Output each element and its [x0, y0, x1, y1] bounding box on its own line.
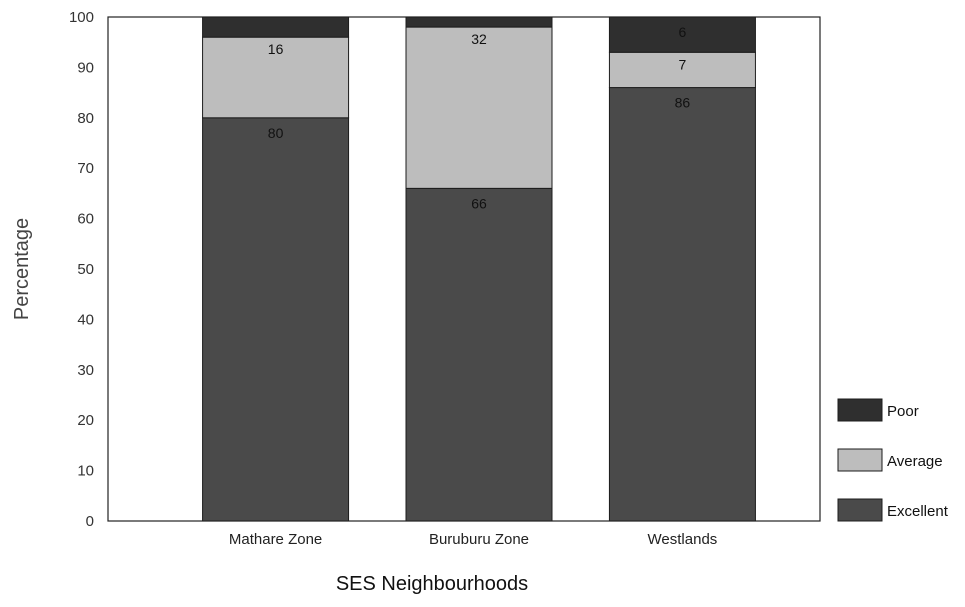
- data-label: 66: [471, 195, 487, 211]
- y-tick-label: 20: [77, 412, 94, 429]
- legend-swatch-poor: [837, 398, 883, 422]
- bar-segment-excellent: [608, 87, 756, 522]
- data-label: 6: [679, 24, 687, 40]
- data-labels: 80 16 66 32 86 7 6: [268, 24, 691, 211]
- bar-segment-average: [608, 51, 756, 89]
- legend-label: Average: [887, 453, 943, 470]
- y-tick-label: 60: [77, 211, 94, 228]
- bar-segment-excellent: [202, 117, 350, 522]
- y-tick-label: 100: [69, 9, 94, 26]
- y-tick-label: 70: [77, 160, 94, 177]
- bar-segment-poor: [202, 16, 350, 38]
- y-tick-label: 10: [77, 463, 94, 480]
- legend-label: Excellent: [887, 503, 949, 520]
- x-tick-label: Mathare Zone: [229, 531, 322, 548]
- data-label: 7: [679, 56, 687, 72]
- legend-label: Poor: [887, 403, 919, 420]
- y-tick-label: 80: [77, 110, 94, 127]
- y-tick-label: 40: [77, 311, 94, 328]
- legend: Poor Average Excellent: [837, 398, 949, 522]
- legend-swatch-average: [837, 448, 883, 472]
- bar-segment-average: [405, 26, 553, 189]
- bar-segment-excellent: [405, 187, 553, 522]
- x-tick-label: Westlands: [648, 531, 718, 548]
- data-label: 80: [268, 125, 284, 141]
- x-axis-ticks: Mathare Zone Buruburu Zone Westlands: [229, 531, 717, 548]
- x-tick-label: Buruburu Zone: [429, 531, 529, 548]
- bar-segment-poor: [405, 16, 553, 28]
- y-axis-title: Percentage: [11, 218, 33, 320]
- data-label: 16: [268, 41, 284, 57]
- y-tick-label: 30: [77, 362, 94, 379]
- data-label: 32: [471, 31, 487, 47]
- bars: [202, 16, 756, 522]
- y-tick-label: 50: [77, 261, 94, 278]
- y-tick-label: 0: [86, 513, 94, 530]
- data-label: 86: [675, 95, 691, 111]
- bar-segment-poor: [608, 16, 756, 53]
- y-tick-label: 90: [77, 59, 94, 76]
- x-axis-title: SES Neighbourhoods: [336, 573, 528, 595]
- legend-swatch-excellent: [837, 498, 883, 522]
